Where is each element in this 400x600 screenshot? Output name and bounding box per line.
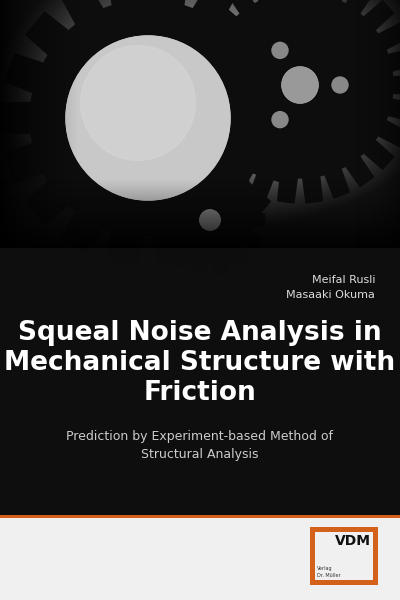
Text: Verlag
Dr. Müller: Verlag Dr. Müller [317, 566, 341, 578]
Bar [0, 518, 400, 600]
Polygon shape [155, 166, 265, 275]
Circle shape [66, 36, 230, 200]
Bar [315, 532, 373, 580]
Circle shape [272, 43, 288, 58]
Text: Prediction by Experiment-based Method of
Structural Analysis: Prediction by Experiment-based Method of… [66, 430, 334, 461]
Bar [0, 515, 400, 520]
Polygon shape [1, 0, 295, 266]
Circle shape [282, 67, 318, 103]
Circle shape [200, 210, 220, 230]
Text: VDM: VDM [335, 534, 371, 548]
Circle shape [332, 77, 348, 93]
Circle shape [200, 210, 220, 230]
Circle shape [66, 36, 230, 200]
Polygon shape [182, 0, 400, 203]
Text: Masaaki Okuma: Masaaki Okuma [286, 290, 375, 300]
Text: Mechanical Structure with: Mechanical Structure with [4, 350, 396, 376]
Bar [0, 248, 400, 518]
Circle shape [272, 112, 288, 128]
Circle shape [80, 46, 196, 160]
Text: Meifal Rusli: Meifal Rusli [312, 275, 375, 285]
Text: Squeal Noise Analysis in: Squeal Noise Analysis in [18, 320, 382, 346]
Bar [310, 527, 378, 585]
Text: Friction: Friction [144, 380, 256, 406]
Circle shape [282, 67, 318, 103]
